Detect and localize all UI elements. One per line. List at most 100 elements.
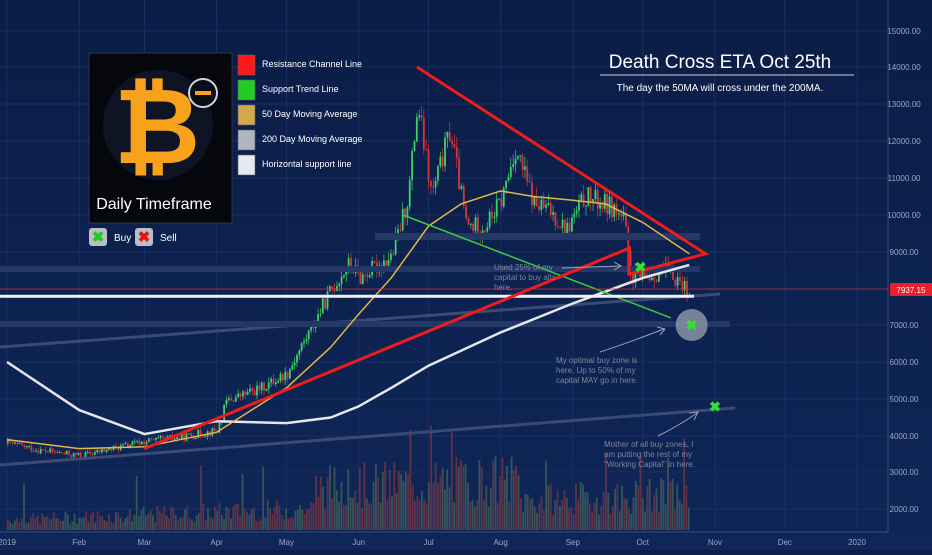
candle-body (152, 438, 155, 440)
volume-bar (69, 523, 71, 530)
volume-bar (197, 512, 200, 530)
annotation-optimal-line2: here. Up to 50% of my (556, 366, 636, 375)
candle-body (679, 276, 681, 282)
legend-label: 200 Day Moving Average (262, 134, 362, 144)
candle-body (681, 281, 684, 291)
volume-bar (609, 513, 612, 530)
candle-body (387, 259, 390, 266)
volume-bar (41, 513, 44, 530)
volume-bar (145, 515, 147, 530)
volume-bar (177, 520, 179, 530)
volume-bar (253, 507, 255, 530)
volume-bar (101, 516, 104, 530)
candle-body (98, 449, 101, 453)
volume-bar (439, 475, 442, 530)
volume-bar (400, 473, 403, 530)
candle-body (632, 274, 634, 283)
x-tick-label: Nov (708, 538, 722, 547)
volume-bar (269, 508, 271, 530)
volume-bar (329, 465, 331, 530)
volume-bar (266, 499, 269, 530)
candle-body (319, 313, 322, 315)
candle-body (110, 447, 113, 450)
candle-body (300, 343, 303, 351)
candle-body (331, 286, 334, 289)
candle-body (58, 452, 61, 454)
candle-body (620, 213, 623, 217)
candle-body (185, 433, 188, 441)
annotation-mother-line3: "Working Capital" in here. (604, 460, 695, 469)
volume-bar (280, 515, 283, 530)
volume-bar (140, 510, 143, 530)
volume-bar (301, 509, 304, 530)
volume-bar (53, 512, 55, 530)
candle-body (291, 365, 294, 370)
volume-bar (317, 496, 320, 530)
volume-bar (618, 510, 621, 530)
candle-body (72, 453, 75, 457)
volume-bar (306, 509, 308, 530)
annotation-mother-line2: am putting the rest of my (604, 450, 692, 459)
volume-bar (292, 517, 294, 530)
volume-bar (11, 524, 14, 530)
candle-body (101, 449, 103, 453)
volume-bar (381, 472, 384, 530)
volume-bar (131, 521, 133, 530)
timeframe-label: Daily Timeframe (96, 196, 212, 213)
candle-body (481, 230, 484, 236)
candle-body (549, 203, 552, 215)
candle-body (634, 267, 637, 283)
volume-bar (621, 485, 623, 530)
candle-body (477, 217, 479, 235)
candle-body (124, 443, 127, 445)
volume-bar (651, 511, 653, 530)
candle-body (211, 428, 214, 436)
volume-bar (432, 482, 435, 530)
candle-body (298, 350, 301, 356)
candle-body (51, 448, 54, 452)
volume-bar (248, 514, 251, 530)
volume-bar (480, 467, 483, 530)
x-tick-label: Aug (494, 538, 508, 547)
candle-body (594, 189, 597, 200)
volume-bar (117, 512, 120, 530)
volume-bar (94, 522, 97, 530)
candle-body (199, 429, 202, 437)
candle-body (439, 156, 442, 167)
y-tick-label: 4000.00 (890, 432, 919, 441)
volume-bar (232, 506, 235, 530)
volume-bar (448, 487, 451, 530)
chart-title: Death Cross ETA Oct 25th (609, 52, 831, 73)
candle-body (629, 251, 632, 275)
volume-bar (653, 495, 656, 530)
candle-body (571, 217, 573, 232)
volume-bar (216, 510, 219, 530)
candle-body (180, 433, 183, 439)
candle-body (430, 180, 432, 187)
volume-bar (243, 508, 246, 530)
candle-body (448, 132, 451, 141)
candle-body (589, 187, 592, 203)
volume-bar (209, 516, 212, 530)
candle-body (533, 196, 536, 206)
legend: Resistance Channel Line Support Trend Lin… (237, 54, 362, 176)
volume-bar (529, 500, 531, 530)
volume-bar (455, 457, 458, 530)
volume-bar (211, 518, 214, 530)
zone-band-1 (375, 233, 700, 240)
resistance-channel-line (143, 65, 710, 450)
candle-body (16, 442, 19, 444)
candle-body (126, 443, 129, 448)
x-tick-label: May (279, 538, 294, 547)
candle-body (538, 206, 540, 211)
chart-subtitle: The day the 50MA will cross under the 20… (617, 83, 824, 94)
volume-bar (377, 476, 380, 530)
volume-bar (168, 518, 170, 530)
candle-body (413, 141, 416, 152)
candle-body (364, 274, 366, 276)
candle-body (260, 382, 263, 391)
candle-body (561, 219, 564, 228)
candle-body (683, 280, 686, 291)
volume-bar (540, 495, 543, 530)
candle-body (265, 388, 268, 391)
